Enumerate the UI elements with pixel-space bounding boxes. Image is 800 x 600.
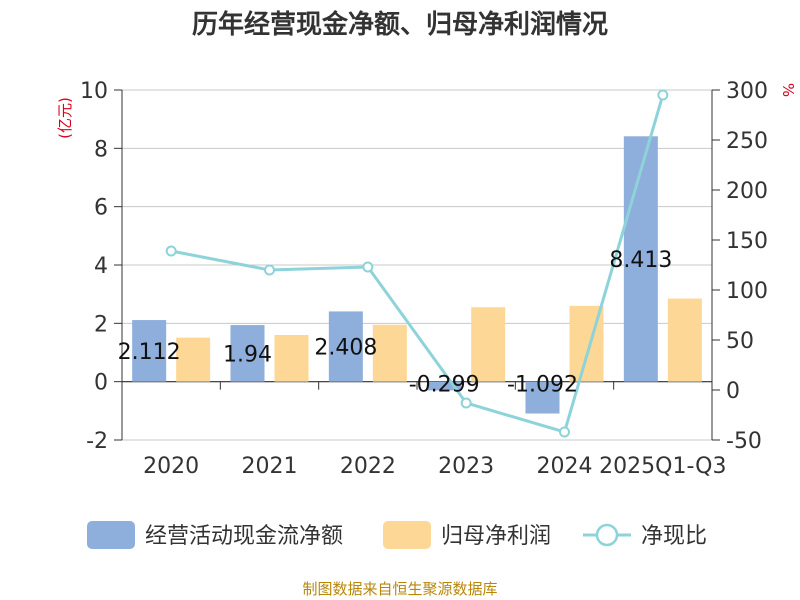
bar-netprofit [471,307,506,382]
left-axis-unit: (亿元) [56,97,74,139]
plot-area: -2 0 2 4 6 8 10 -50 0 50 100 150 200 250 300 2020 2021 20… [80,79,768,479]
ratio-point [559,426,570,438]
bar-netprofit [176,337,211,382]
right-tick-label: 0 [726,379,740,404]
right-axis-unit: % [779,83,797,97]
ratio-point [657,89,669,101]
right-tick-label: 100 [726,279,768,304]
left-tick-label: 8 [94,137,108,162]
ratio-line [170,94,665,434]
ratio-point [362,261,374,273]
legend-label-netprofit: 归母净利润 [441,524,551,549]
left-tick-label: 4 [94,254,108,279]
right-tick-label: 200 [726,179,768,204]
x-tick-label: 2021 [242,454,298,479]
source-note: 制图数据来自恒生聚源数据库 [302,580,497,598]
ratio-point [165,245,177,257]
legend-swatch-netprofit [383,521,431,549]
legend: 经营活动现金流净额 归母净利润 净现比 [87,521,707,549]
legend-label-ratio: 净现比 [641,524,707,549]
data-label: -1.092 [507,373,578,398]
bar-netprofit [372,324,407,382]
right-tick-label: 300 [726,79,768,104]
legend-marker-ratio [595,523,619,547]
data-label: 2.112 [118,340,181,365]
bar-cashflow [623,136,658,382]
bar-cashflow [230,325,265,382]
bar-netprofit [274,335,309,382]
x-tick-label: 2022 [340,454,396,479]
bar-cashflow [132,320,167,382]
left-tick-label: 10 [80,79,108,104]
ratio-point [264,264,275,276]
data-label: 2.408 [314,336,377,361]
x-tick-label: 2023 [438,454,494,479]
ratio-point [460,397,472,409]
data-label: -0.299 [409,373,480,398]
chart-title: 历年经营现金净额、归母净利润情况 [192,9,608,40]
left-tick-label: 0 [94,371,108,396]
bar-cashflow [328,311,363,382]
bar-netprofit [667,298,702,382]
right-tick-label: 250 [726,129,768,154]
right-tick-label: 50 [726,329,754,354]
right-tick-label: -50 [726,429,762,454]
left-tick-label: 6 [94,196,108,221]
bar-cashflow [427,381,462,391]
right-tick-label: 150 [726,229,768,254]
legend-swatch-cashflow [87,521,135,549]
x-tick-label: 2025Q1-Q3 [599,454,726,479]
data-label: 1.94 [223,342,272,367]
left-tick-label: -2 [86,429,108,454]
legend-label-cashflow: 经营活动现金流净额 [145,524,343,549]
x-tick-label: 2020 [143,454,199,479]
data-label: 8.413 [609,248,672,273]
left-tick-label: 2 [94,312,108,337]
bar-cashflow [525,381,560,414]
x-tick-label: 2024 [537,454,593,479]
